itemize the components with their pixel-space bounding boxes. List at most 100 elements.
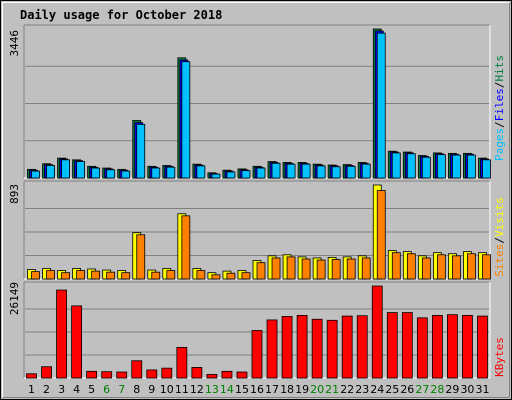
x-tick-label-day-17: 17 [265, 383, 279, 396]
x-tick-label-day-16: 16 [250, 383, 264, 396]
x-tick-label-day-26: 26 [400, 383, 414, 396]
legend-sep-3: / [493, 237, 506, 244]
visits-bar-sites-day-14 [226, 272, 236, 280]
x-tick-label-day-30: 30 [460, 383, 474, 396]
kbytes-bar-kbytes-day-23 [356, 315, 368, 379]
kbytes-bar-kbytes-day-1 [26, 373, 37, 379]
kbytes-bar-kbytes-day-2 [41, 366, 52, 379]
kbytes-bar-kbytes-day-13 [206, 374, 218, 379]
hits-bar-pages-day-17 [271, 162, 281, 179]
hits-bar-pages-day-14 [226, 171, 236, 179]
hits-bar-pages-day-1 [31, 170, 40, 179]
hits-panel-bg [24, 25, 490, 178]
kbytes-bar-kbytes-day-25 [386, 312, 398, 379]
visits-bar-sites-day-25 [391, 252, 401, 280]
hits-panel [23, 24, 491, 179]
visits-bar-sites-day-3 [61, 272, 70, 280]
hits-bar-pages-day-26 [406, 153, 416, 179]
hits-bar-pages-day-27 [421, 156, 431, 179]
hits-bar-pages-day-9 [151, 167, 161, 179]
visits-bar-sites-day-29 [452, 255, 461, 280]
hits-bar-pages-day-28 [436, 154, 446, 179]
hits-bar-pages-day-16 [256, 167, 266, 179]
visits-bar-sites-day-23 [361, 257, 371, 280]
legend-sep-1: / [493, 121, 506, 128]
legend-sites: Sites [493, 244, 506, 277]
legend-hits: Hits [493, 55, 506, 82]
hits-bar-pages-day-8 [136, 123, 146, 179]
x-tick-label-day-7: 7 [118, 383, 125, 396]
visits-bar-sites-day-28 [436, 254, 446, 280]
hits-bar-pages-day-12 [196, 165, 206, 179]
kbytes-bar-kbytes-day-5 [86, 370, 98, 379]
x-tick-label-day-21: 21 [325, 383, 339, 396]
visits-bar-sites-day-27 [421, 257, 431, 280]
hits-bar-pages-day-3 [61, 159, 70, 179]
kbytes-bar-kbytes-day-14 [221, 370, 233, 379]
visits-bar-sites-day-11 [181, 215, 191, 280]
x-tick-label-day-12: 12 [190, 383, 204, 396]
kbytes-panel-ymax-label: 26149 [8, 282, 21, 315]
x-tick-label-day-6: 6 [103, 383, 110, 396]
visits-bar-sites-day-31 [482, 254, 491, 280]
hits-bar-pages-day-15 [241, 170, 251, 179]
x-tick-label-day-8: 8 [133, 383, 140, 396]
hits-bar-pages-day-13 [211, 173, 221, 179]
chart-title: Daily usage for October 2018 [20, 8, 222, 22]
x-tick-label-day-20: 20 [310, 383, 324, 396]
kbytes-bar-kbytes-day-9 [146, 369, 158, 379]
visits-bar-sites-day-7 [121, 272, 131, 280]
kbytes-bar-kbytes-day-21 [326, 319, 338, 379]
visits-bar-sites-day-8 [136, 234, 146, 280]
hits-bar-pages-day-24 [376, 32, 386, 179]
visits-bar-sites-day-22 [346, 258, 356, 280]
visits-bar-sites-day-10 [166, 270, 176, 280]
x-tick-label-day-3: 3 [58, 383, 65, 396]
kbytes-bar-kbytes-day-15 [236, 371, 248, 379]
kbytes-bar-kbytes-day-27 [416, 317, 428, 379]
visits-bar-sites-day-18 [286, 256, 296, 280]
kbytes-bar-kbytes-day-8 [131, 360, 143, 379]
kbytes-bar-kbytes-day-31 [477, 315, 488, 379]
visits-bar-sites-day-30 [467, 253, 476, 280]
visits-bar-sites-day-5 [91, 270, 101, 280]
hits-bar-pages-day-7 [121, 170, 131, 179]
kbytes-bar-kbytes-day-7 [116, 371, 128, 379]
hits-bar-pages-day-19 [301, 163, 311, 179]
hits-bar-pages-day-4 [76, 161, 86, 179]
visits-bar-sites-day-4 [76, 270, 86, 280]
x-tick-label-day-13: 13 [205, 383, 219, 396]
kbytes-bar-kbytes-day-3 [56, 289, 67, 379]
hits-bar-pages-day-5 [91, 167, 101, 179]
kbytes-bar-kbytes-day-16 [251, 330, 263, 379]
kbytes-bar-kbytes-day-11 [176, 346, 188, 379]
x-tick-label-day-19: 19 [295, 383, 309, 396]
kbytes-bar-kbytes-day-17 [266, 319, 278, 379]
visits-bar-sites-day-6 [106, 271, 116, 280]
visits-bar-sites-day-2 [46, 270, 55, 280]
kbytes-panel-legend: KBytes [493, 337, 506, 377]
legend-pages: Pages [493, 128, 506, 161]
legend-files: Files [493, 88, 506, 121]
hits-bar-pages-day-18 [286, 163, 296, 179]
visits-bar-sites-day-24 [376, 190, 386, 280]
kbytes-bar-kbytes-day-4 [71, 305, 83, 379]
kbytes-bar-kbytes-day-24 [371, 285, 383, 379]
x-tick-label-day-22: 22 [340, 383, 354, 396]
x-tick-label-day-25: 25 [385, 383, 399, 396]
kbytes-bar-kbytes-day-28 [431, 314, 443, 379]
visits-bar-sites-day-16 [256, 262, 266, 280]
kbytes-bar-kbytes-day-29 [447, 314, 458, 379]
visits-panel-legend: Sites/Visits [493, 197, 506, 277]
visits-bar-sites-day-12 [196, 270, 206, 280]
hits-bar-pages-day-31 [482, 159, 491, 179]
kbytes-bar-kbytes-day-18 [281, 316, 293, 379]
x-tick-label-day-28: 28 [430, 383, 444, 396]
x-tick-label-day-4: 4 [73, 383, 80, 396]
legend-visits: Visits [493, 197, 506, 237]
kbytes-bar-kbytes-day-19 [296, 314, 308, 379]
x-tick-label-day-18: 18 [280, 383, 294, 396]
hits-bar-pages-day-22 [346, 165, 356, 179]
hits-bar-pages-day-23 [361, 163, 371, 179]
